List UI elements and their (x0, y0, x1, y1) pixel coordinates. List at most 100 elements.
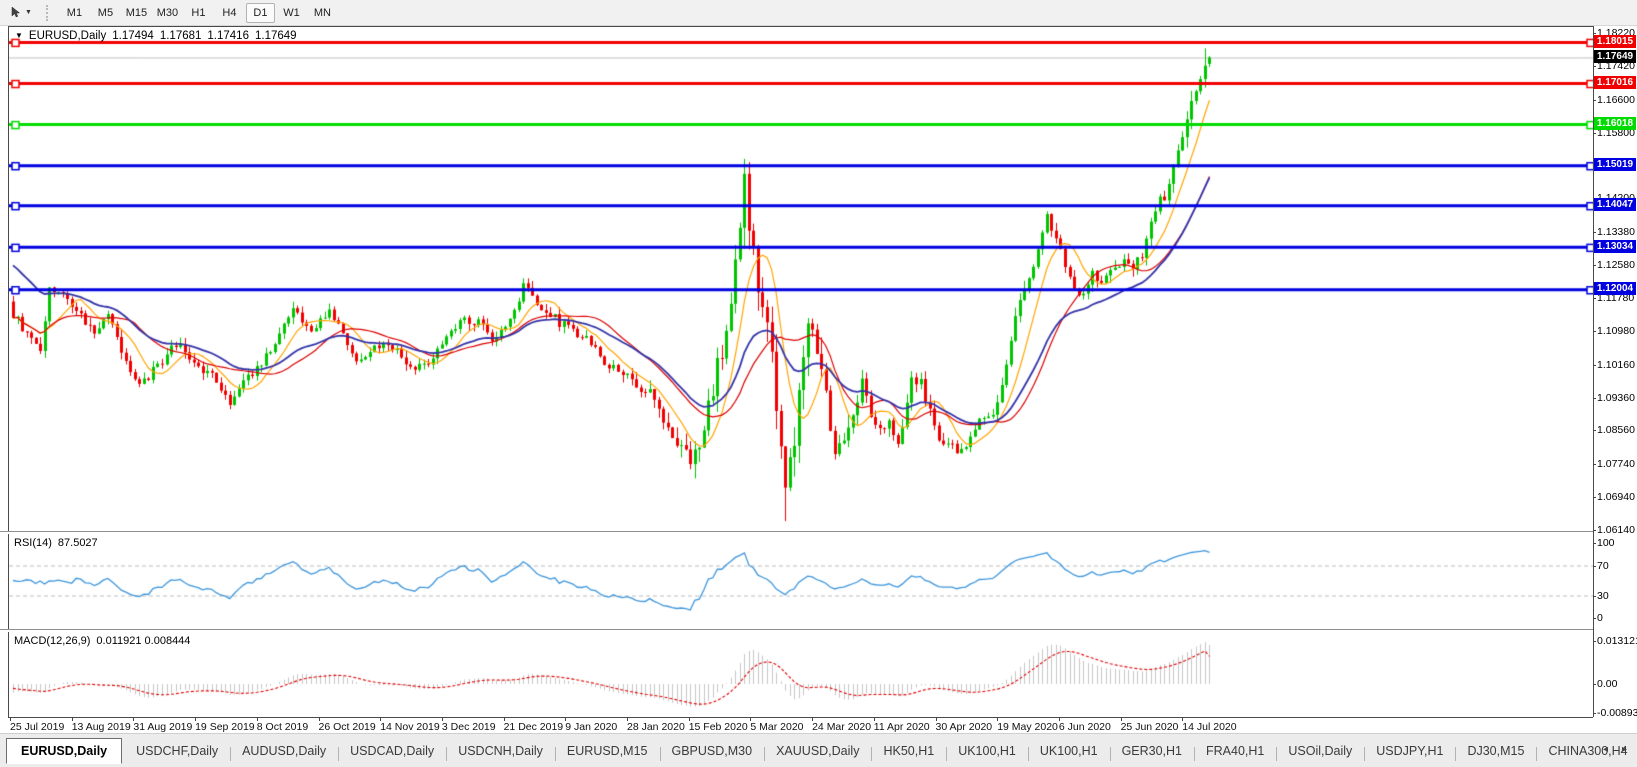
chart-tab-12[interactable]: FRA40,H1 (1194, 740, 1276, 762)
date-label: 13 Aug 2019 (71, 718, 131, 733)
chart-tab-16[interactable]: CHINA300,H4 (1536, 740, 1637, 762)
macd-canvas[interactable] (9, 632, 1594, 717)
price-level-chip: 1.12004 (1594, 282, 1636, 296)
price-tick: 1.13380 (1593, 226, 1635, 239)
chart-tab-14[interactable]: USDJPY,H1 (1364, 740, 1455, 762)
date-label: 9 Jan 2020 (565, 718, 618, 733)
date-label: 5 Mar 2020 (750, 718, 804, 733)
rsi-tick: 70 (1593, 559, 1609, 572)
chevron-down-icon: ▼ (25, 9, 32, 16)
date-label: 14 Nov 2019 (380, 718, 440, 733)
rsi-label: RSI(14) 87.5027 (14, 537, 98, 549)
chart-dropdown-icon[interactable]: ▼ (15, 31, 23, 40)
chart-title: ▼ EURUSD,Daily 1.17494 1.17681 1.17416 1… (15, 30, 297, 42)
macd-panel: MACD(12,26,9) 0.011921 0.008444 (8, 632, 1594, 717)
date-label: 19 Sep 2019 (195, 718, 255, 733)
date-label: 3 Dec 2019 (441, 718, 496, 733)
chart-tab-5[interactable]: EURUSD,M15 (554, 740, 660, 762)
price-axis[interactable]: 1.182201.174201.166001.158001.150001.142… (1592, 0, 1637, 767)
price-tick: 1.10160 (1593, 358, 1635, 371)
chart-tab-11[interactable]: GER30,H1 (1109, 740, 1194, 762)
date-label: 6 Jun 2020 (1058, 718, 1111, 733)
price-chart-canvas[interactable] (9, 27, 1594, 532)
timeframe-button-3[interactable]: M30 (153, 3, 182, 23)
price-level-chip: 1.15019 (1594, 158, 1636, 172)
rsi-tick: 0 (1593, 612, 1603, 624)
tab-scroll-left-icon[interactable]: ◂ (1602, 744, 1608, 755)
cursor-tool-button[interactable]: ▼ (6, 4, 36, 21)
chart-tab-7[interactable]: XAUUSD,Daily (764, 740, 871, 762)
rsi-name: RSI(14) (14, 537, 52, 549)
rsi-panel: RSI(14) 87.5027 (8, 534, 1594, 629)
price-level-chip: 1.13034 (1594, 239, 1636, 253)
chart-tab-2[interactable]: AUDUSD,Daily (230, 740, 338, 762)
macd-name: MACD(12,26,9) (14, 635, 91, 647)
chart-symbol-label: EURUSD,Daily (28, 30, 107, 42)
price-tick: 1.08560 (1593, 424, 1635, 437)
rsi-value: 87.5027 (57, 537, 98, 549)
timeframe-button-7[interactable]: W1 (277, 3, 306, 23)
date-label: 24 Mar 2020 (812, 718, 872, 733)
tab-scroll-right-icon[interactable]: ▸ (1621, 744, 1627, 755)
toolbar-grip[interactable] (45, 4, 51, 21)
macd-values: 0.011921 0.008444 (96, 635, 191, 647)
price-tick: 1.16600 (1593, 93, 1635, 106)
price-axis-border (1593, 26, 1594, 717)
timeframe-button-1[interactable]: M5 (91, 3, 120, 23)
timeframe-button-8[interactable]: MN (308, 3, 337, 23)
price-tick: 1.12580 (1593, 259, 1635, 272)
date-label: 15 Feb 2020 (688, 718, 748, 733)
macd-label: MACD(12,26,9) 0.011921 0.008444 (14, 635, 190, 647)
chart-tab-9[interactable]: UK100,H1 (946, 740, 1028, 762)
chart-tab-13[interactable]: USOil,Daily (1276, 740, 1364, 762)
price-tick: 1.10980 (1593, 324, 1635, 337)
price-level-chip: 1.17016 (1594, 76, 1636, 90)
chart-tab-10[interactable]: UK100,H1 (1027, 740, 1110, 762)
price-tick: 1.06940 (1593, 491, 1635, 504)
chart-tab-15[interactable]: DJ30,M15 (1455, 740, 1536, 762)
macd-tick: -0.008937 (1592, 707, 1637, 719)
timeframe-button-4[interactable]: H1 (184, 3, 213, 23)
ohlc-low: 1.17416 (207, 30, 249, 42)
rsi-canvas[interactable] (9, 534, 1594, 629)
macd-tick: 0.00 (1592, 678, 1618, 690)
chart-tab-4[interactable]: USDCNH,Daily (446, 740, 555, 762)
chart-tab-1[interactable]: USDCHF,Daily (136, 743, 219, 758)
date-axis[interactable]: 25 Jul 2019 13 Aug 2019 31 Aug 2019 19 Sep … (8, 717, 1593, 734)
ohlc-high: 1.17681 (159, 30, 202, 42)
price-chart-panel: ▼ EURUSD,Daily 1.17494 1.17681 1.17416 1… (8, 26, 1594, 532)
date-label: 19 May 2020 (997, 718, 1058, 733)
date-label: 28 Jan 2020 (627, 718, 685, 733)
timeframe-button-0[interactable]: M1 (60, 3, 89, 23)
price-level-chip: 1.16018 (1594, 117, 1636, 131)
date-label: 31 Aug 2019 (133, 718, 193, 733)
chart-tab-6[interactable]: GBPUSD,M30 (659, 740, 765, 762)
chart-tab-3[interactable]: USDCAD,Daily (338, 740, 446, 762)
date-label: 26 Oct 2019 (318, 718, 376, 733)
date-label: 30 Apr 2020 (935, 718, 993, 733)
tab-scroll-buttons: ◂ ▸ (1603, 744, 1627, 755)
timeframe-button-5[interactable]: H4 (215, 3, 244, 23)
rsi-tick: 30 (1593, 589, 1609, 602)
chart-tab-8[interactable]: HK50,H1 (871, 740, 946, 762)
ohlc-open: 1.17494 (112, 30, 154, 42)
date-label: 25 Jul 2019 (10, 718, 65, 733)
current-price-chip: 1.17649 (1594, 49, 1636, 63)
ohlc-close: 1.17649 (254, 30, 297, 42)
price-tick: 1.07740 (1593, 458, 1635, 471)
chart-tab-bar: EURUSD,Daily USDCHF,Daily AUDUSD,Daily USDC… (0, 733, 1637, 767)
date-label: 21 Dec 2019 (503, 718, 564, 733)
timeframe-toolbar: ▼ M1 M5 M15 M30 H1 H4 D1 W1 MN (0, 0, 1637, 26)
timeframe-button-2[interactable]: M15 (122, 3, 151, 23)
price-level-chip: 1.18015 (1594, 34, 1636, 48)
rsi-tick: 100 (1593, 537, 1615, 549)
macd-tick: 0.013121 (1593, 635, 1637, 647)
timeframe-button-6[interactable]: D1 (245, 2, 275, 23)
price-tick: 1.09360 (1593, 391, 1635, 404)
date-label: 11 Apr 2020 (873, 718, 930, 733)
chart-tab-0[interactable]: EURUSD,Daily (6, 737, 123, 764)
cursor-tool-icon (11, 6, 21, 18)
date-label: 25 Jun 2020 (1120, 718, 1179, 733)
date-label: 8 Oct 2019 (256, 718, 309, 733)
